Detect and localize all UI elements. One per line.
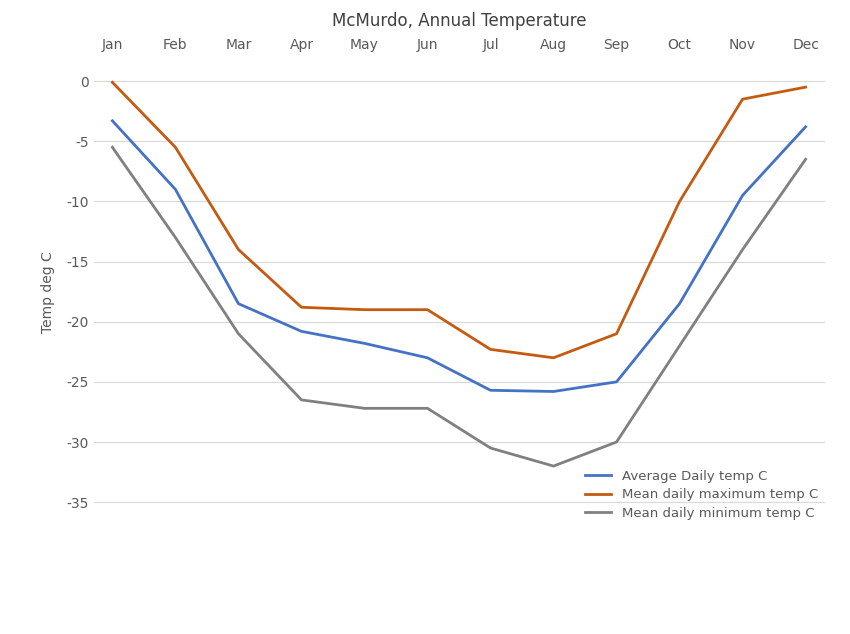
Legend: Average Daily temp C, Mean daily maximum temp C, Mean daily minimum temp C: Average Daily temp C, Mean daily maximum… [585, 470, 818, 520]
Mean daily minimum temp C [422, 404, 433, 412]
Average Daily temp C [485, 387, 496, 394]
Average Daily temp C [170, 186, 180, 193]
Mean daily minimum temp C [611, 438, 621, 446]
Average Daily temp C [360, 340, 370, 347]
Average Daily temp C [611, 378, 621, 385]
Mean daily maximum temp C [170, 143, 180, 151]
Mean daily minimum temp C [170, 234, 180, 242]
Mean daily minimum temp C [738, 246, 748, 254]
Mean daily maximum temp C [611, 330, 621, 337]
Average Daily temp C [422, 354, 433, 361]
Mean daily maximum temp C [360, 306, 370, 313]
Mean daily maximum temp C [801, 83, 811, 91]
Mean daily minimum temp C [107, 143, 117, 151]
Mean daily minimum temp C [548, 462, 558, 470]
Average Daily temp C [234, 300, 244, 307]
Title: McMurdo, Annual Temperature: McMurdo, Annual Temperature [332, 13, 586, 30]
Mean daily maximum temp C [107, 79, 117, 86]
Average Daily temp C [738, 191, 748, 199]
Mean daily maximum temp C [548, 354, 558, 361]
Mean daily minimum temp C [234, 330, 244, 337]
Average Daily temp C [297, 328, 307, 335]
Mean daily maximum temp C [422, 306, 433, 313]
Mean daily minimum temp C [485, 444, 496, 452]
Mean daily maximum temp C [485, 346, 496, 353]
Line: Mean daily minimum temp C: Mean daily minimum temp C [112, 147, 806, 466]
Average Daily temp C [801, 123, 811, 131]
Mean daily maximum temp C [234, 246, 244, 254]
Mean daily maximum temp C [297, 304, 307, 311]
Average Daily temp C [548, 387, 558, 395]
Average Daily temp C [674, 300, 684, 307]
Line: Average Daily temp C: Average Daily temp C [112, 121, 806, 391]
Mean daily maximum temp C [674, 198, 684, 205]
Average Daily temp C [107, 117, 117, 125]
Y-axis label: Temp deg C: Temp deg C [41, 251, 55, 332]
Line: Mean daily maximum temp C: Mean daily maximum temp C [112, 82, 806, 358]
Mean daily maximum temp C [738, 95, 748, 103]
Mean daily minimum temp C [297, 396, 307, 404]
Mean daily minimum temp C [801, 155, 811, 163]
Mean daily minimum temp C [360, 404, 370, 412]
Mean daily minimum temp C [674, 342, 684, 349]
